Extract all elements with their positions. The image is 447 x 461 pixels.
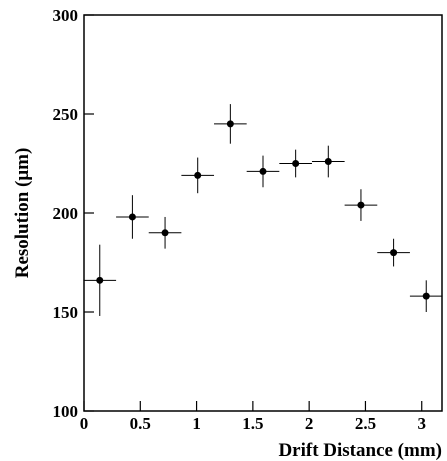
- data-point: [292, 160, 300, 167]
- y-tick-label: 250: [53, 105, 79, 124]
- data-point: [128, 213, 136, 221]
- data-point: [96, 276, 104, 284]
- y-tick-label: 300: [53, 6, 79, 25]
- x-axis-label: Drift Distance (mm): [278, 440, 442, 461]
- x-tick-label: 0.5: [130, 414, 151, 433]
- data-point: [357, 201, 365, 209]
- x-tick-label: 2: [305, 414, 314, 433]
- y-tick-label: 100: [53, 402, 79, 421]
- data-point: [324, 158, 332, 166]
- x-tick-label: 1: [192, 414, 201, 433]
- plot-frame: [83, 14, 443, 412]
- y-axis-label: Resolution (μm): [12, 148, 33, 279]
- x-tick-label: 3: [417, 414, 426, 433]
- y-tick-label: 200: [53, 204, 79, 223]
- data-point: [226, 120, 234, 128]
- data-point: [161, 229, 169, 237]
- x-tick-label: 0: [80, 414, 89, 433]
- data-point: [422, 292, 430, 300]
- y-tick-label: 150: [53, 303, 79, 322]
- x-tick-label: 2.5: [355, 414, 376, 433]
- data-point: [390, 249, 398, 257]
- data-point: [194, 171, 202, 179]
- x-tick-label: 1.5: [242, 414, 263, 433]
- data-point: [259, 167, 267, 175]
